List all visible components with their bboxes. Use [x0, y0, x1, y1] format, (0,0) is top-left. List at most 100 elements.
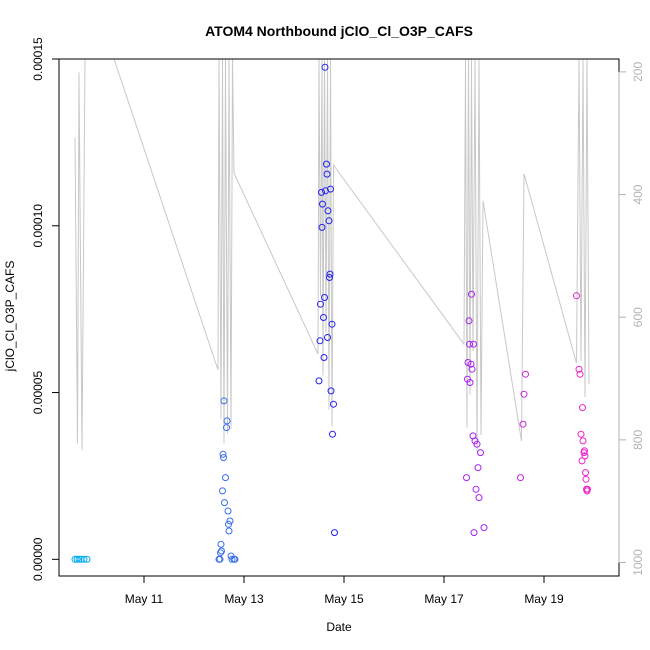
data-point	[327, 185, 334, 193]
chart-title: ATOM4 Northbound jClO_Cl_O3P_CAFS	[205, 23, 473, 39]
y-right-tick-label: 600	[631, 307, 645, 327]
data-point	[224, 507, 232, 515]
data-point	[328, 320, 336, 328]
y-tick-label: 0.00010	[31, 204, 45, 248]
y-right-tick-label: 200	[631, 62, 645, 82]
data-point	[218, 547, 225, 555]
data-point	[324, 334, 331, 341]
data-point	[472, 485, 480, 493]
pressure-line	[74, 58, 590, 451]
y-tick-label: 0.00015	[31, 37, 45, 81]
x-axis-label: Date	[326, 620, 352, 634]
data-point	[477, 449, 484, 457]
data-point	[468, 290, 475, 298]
data-point	[220, 454, 227, 462]
data-point	[322, 187, 329, 195]
data-point	[522, 370, 529, 378]
data-point	[318, 223, 326, 231]
plot-frame	[58, 58, 620, 577]
y-right-tick-label: 800	[631, 430, 645, 450]
y-tick-label: 0.00005	[31, 371, 45, 415]
data-point	[473, 440, 481, 448]
data-point	[323, 170, 331, 178]
data-point	[326, 274, 333, 281]
y-right-axis: 200 400 600 800 1000	[618, 62, 645, 576]
data-point	[320, 314, 327, 321]
data-point	[475, 494, 483, 502]
data-point	[216, 555, 224, 563]
data-point	[323, 160, 330, 168]
x-tick-label: May 13	[224, 592, 264, 606]
data-point	[319, 200, 326, 208]
data-point	[217, 549, 224, 557]
data-point	[318, 188, 325, 196]
x-tick-label: May 15	[324, 592, 364, 606]
data-point	[321, 63, 329, 71]
x-tick-label: May 11	[125, 592, 164, 606]
data-point	[75, 555, 83, 563]
data-point	[73, 555, 81, 563]
data-point	[470, 340, 477, 348]
y-right-tick-label: 400	[631, 184, 645, 204]
data-point	[517, 474, 524, 482]
data-point	[582, 475, 590, 483]
pressure-line-path	[74, 58, 590, 451]
data-point	[579, 404, 586, 412]
data-point	[467, 360, 475, 368]
data-point	[220, 397, 228, 405]
data-point	[223, 417, 231, 425]
data-point	[520, 390, 528, 398]
data-point	[222, 474, 229, 482]
data-point	[228, 555, 236, 563]
data-point	[321, 294, 328, 301]
data-point	[83, 555, 91, 563]
y-axis-label: jClO_Cl_O3P_CAFS	[3, 261, 17, 373]
y-axis: 0.00000 0.00005 0.00010 0.00015	[31, 37, 60, 581]
data-point	[225, 520, 232, 528]
data-point	[326, 270, 334, 278]
data-point	[584, 485, 591, 493]
data-point	[474, 464, 482, 472]
data-point	[80, 555, 88, 563]
data-point	[577, 430, 585, 438]
data-point	[226, 517, 234, 525]
data-point	[225, 527, 233, 535]
data-point	[325, 217, 333, 225]
data-point	[223, 424, 230, 432]
data-point	[327, 387, 335, 395]
data-point	[317, 300, 324, 308]
data-point	[480, 524, 488, 532]
data-point	[470, 529, 478, 537]
data-point	[231, 555, 239, 563]
data-point	[219, 450, 227, 458]
data-point	[573, 292, 580, 300]
data-point	[465, 317, 473, 325]
data-point	[316, 337, 324, 345]
data-point	[219, 487, 226, 495]
data-points	[71, 63, 591, 563]
data-point	[221, 499, 228, 507]
data-point	[581, 452, 589, 460]
data-point	[315, 377, 323, 385]
data-point	[576, 370, 584, 378]
x-tick-label: May 19	[524, 592, 564, 606]
data-point	[575, 365, 583, 373]
data-point	[331, 529, 338, 537]
data-point	[519, 420, 527, 428]
data-point	[320, 354, 328, 361]
data-point	[578, 457, 586, 465]
y-right-tick-label: 1000	[631, 549, 645, 576]
data-point	[329, 430, 336, 438]
data-point	[468, 365, 476, 373]
y-tick-label: 0.00000	[31, 537, 45, 581]
data-point	[579, 437, 587, 445]
data-point	[330, 400, 337, 408]
data-point	[466, 379, 474, 386]
data-point	[463, 474, 470, 482]
data-point	[324, 207, 332, 215]
data-point	[581, 447, 588, 455]
x-tick-label: May 17	[424, 592, 464, 606]
data-point	[466, 340, 473, 348]
data-point	[582, 469, 589, 477]
